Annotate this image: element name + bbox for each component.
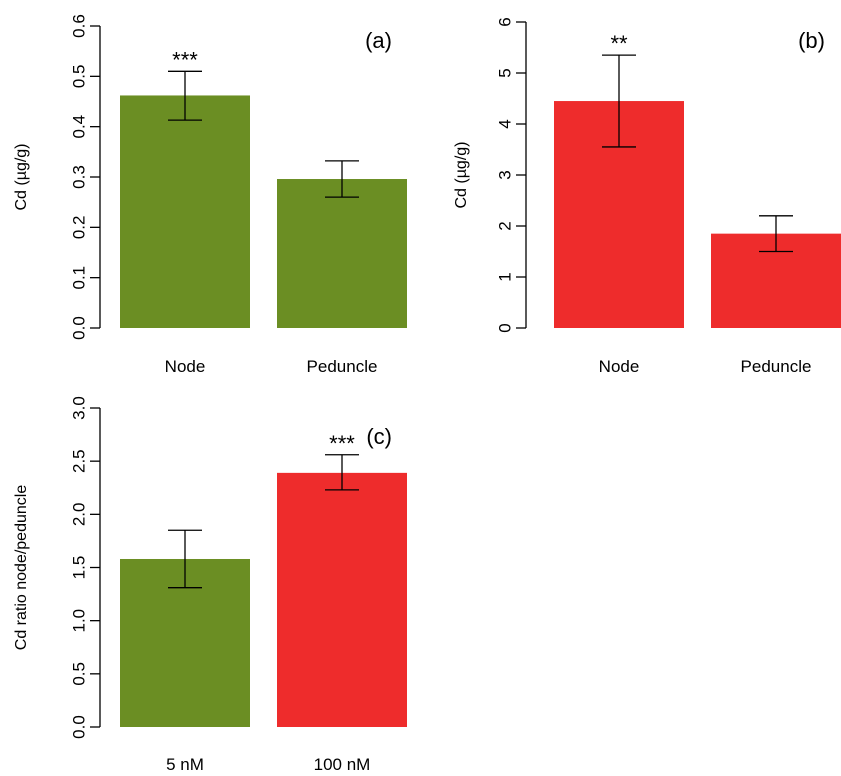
bar [277, 179, 407, 328]
significance-marker: *** [329, 431, 355, 456]
y-axis-label: Cd (µg/g) [13, 143, 30, 210]
y-tick-label: 0.0 [69, 316, 88, 340]
y-tick-label: 2.5 [69, 449, 88, 473]
y-tick-label: 2.0 [69, 503, 88, 527]
category-label: 100 nM [314, 755, 371, 774]
y-tick-label: 0.3 [69, 165, 88, 189]
y-tick-label: 3 [495, 170, 514, 179]
y-tick-label: 0.6 [69, 14, 88, 38]
significance-marker: ** [610, 31, 628, 56]
y-tick-label: 6 [495, 17, 514, 26]
panel-label: (b) [798, 28, 825, 53]
y-tick-label: 0.2 [69, 216, 88, 240]
category-label: Node [599, 357, 640, 376]
panel-label: (a) [365, 28, 392, 53]
panel-c: 0.0 0.5 1.0 1.5 2.0 2.5 3.0 Cd ratio node/pedun… [13, 396, 407, 774]
y-tick-label: 1.5 [69, 556, 88, 580]
y-tick-label: 1 [495, 272, 514, 281]
y-tick-label: 0 [495, 323, 514, 332]
panel-b: 0 1 2 3 4 5 6 Cd (µg/g) Node ** Peduncle (b) [453, 17, 841, 376]
category-label: Peduncle [307, 357, 378, 376]
y-axis-label: Cd (µg/g) [453, 141, 470, 208]
category-label: Peduncle [741, 357, 812, 376]
y-axis-label: Cd ratio node/peduncle [13, 485, 30, 651]
category-label: Node [165, 357, 206, 376]
y-tick-label: 5 [495, 68, 514, 77]
y-tick-label: 2 [495, 221, 514, 230]
panel-a: 0.0 0.1 0.2 0.3 0.4 0.5 0.6 Cd (µg/g) Node *** Ped… [13, 14, 407, 376]
panel-label: (c) [366, 424, 392, 449]
y-tick-label: 4 [495, 119, 514, 128]
y-tick-label: 0.4 [69, 115, 88, 139]
y-tick-label: 3.0 [69, 396, 88, 420]
y-tick-label: 0.5 [69, 65, 88, 89]
y-tick-label: 0.1 [69, 266, 88, 290]
bar [120, 95, 250, 329]
y-tick-label: 0.5 [69, 662, 88, 686]
y-tick-label: 1.0 [69, 609, 88, 633]
significance-marker: *** [172, 47, 198, 72]
bar [277, 472, 407, 727]
category-label: 5 nM [166, 755, 204, 774]
y-tick-label: 0.0 [69, 715, 88, 739]
